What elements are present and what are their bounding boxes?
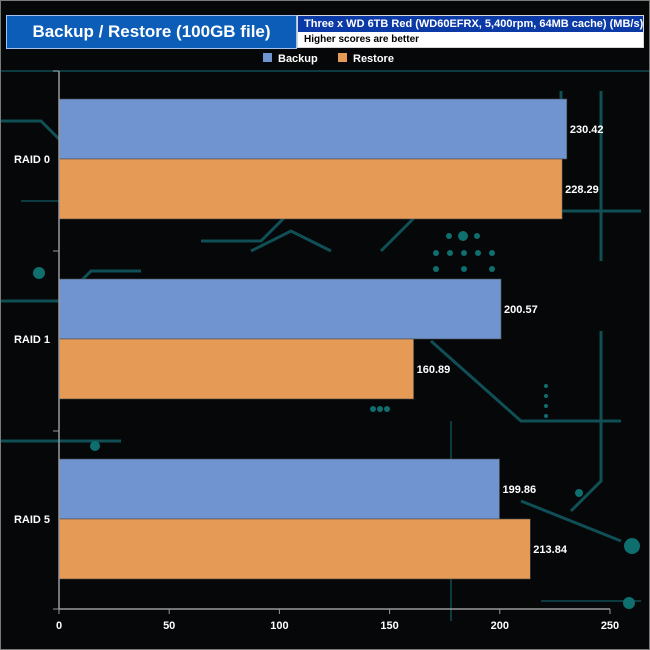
legend-swatch-backup bbox=[263, 53, 272, 62]
chart-note: Higher scores are better bbox=[298, 32, 643, 47]
bar-restore bbox=[58, 338, 414, 400]
x-tick-label: 250 bbox=[601, 620, 619, 632]
bar-restore bbox=[58, 518, 531, 580]
data-label: 230.42 bbox=[570, 124, 604, 136]
x-tick-label: 200 bbox=[491, 620, 509, 632]
legend-swatch-restore bbox=[338, 53, 347, 62]
x-tick-label: 50 bbox=[163, 620, 175, 632]
bar-backup bbox=[58, 278, 502, 340]
chart-subtitle: Three x WD 6TB Red (WD60EFRX, 5,400rpm, … bbox=[298, 16, 643, 32]
category-label: RAID 0 bbox=[14, 154, 50, 166]
category-label: RAID 5 bbox=[14, 514, 50, 526]
bar-backup bbox=[58, 98, 568, 160]
legend-label-backup: Backup bbox=[278, 53, 318, 65]
data-label: 160.89 bbox=[417, 364, 451, 376]
legend-label-restore: Restore bbox=[353, 53, 394, 65]
data-label: 200.57 bbox=[504, 304, 538, 316]
data-label: 213.84 bbox=[533, 544, 568, 556]
bar-backup bbox=[58, 458, 500, 520]
bar-restore bbox=[58, 158, 563, 220]
chart-title: Backup / Restore (100GB file) bbox=[6, 15, 297, 49]
x-tick-label: 0 bbox=[56, 620, 62, 632]
data-label: 199.86 bbox=[502, 484, 536, 496]
category-label: RAID 1 bbox=[14, 334, 50, 346]
x-tick-label: 100 bbox=[270, 620, 288, 632]
chart-subtitle-box: Three x WD 6TB Red (WD60EFRX, 5,400rpm, … bbox=[297, 15, 644, 48]
data-label: 228.29 bbox=[565, 184, 599, 196]
x-tick-label: 150 bbox=[380, 620, 398, 632]
